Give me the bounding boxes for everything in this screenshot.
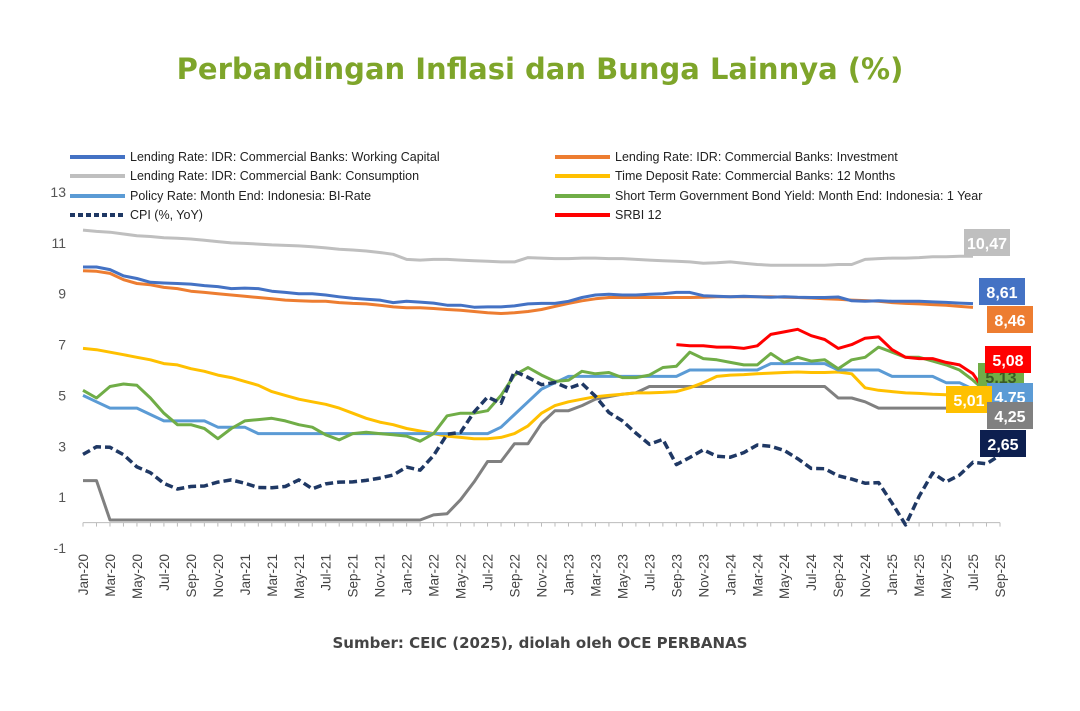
legend-item: Lending Rate: IDR: Commercial Banks: Inv… [555, 150, 898, 164]
x-tick-label: Jan-25 [885, 554, 900, 595]
legend-item: Policy Rate: Month End: Indonesia: BI-Ra… [70, 189, 371, 203]
end-value-label: 8,46 [987, 306, 1033, 333]
end-label-text: 5,08 [992, 353, 1023, 370]
x-tick-label: Mar-23 [588, 554, 603, 597]
end-label-text: 5,13 [985, 370, 1016, 387]
x-tick-label: May-21 [292, 554, 307, 599]
legend-item: Time Deposit Rate: Commercial Banks: 12 … [555, 169, 895, 183]
end-label-box [946, 386, 992, 413]
end-label-text: 4,25 [994, 409, 1025, 426]
y-tick-label: 7 [58, 337, 66, 353]
end-value-label: 8,61 [979, 278, 1025, 305]
x-tick-label: Jan-22 [400, 554, 415, 595]
x-tick-label: Nov-24 [858, 554, 873, 598]
end-value-label: 5,01 [946, 386, 992, 413]
y-tick-label: 13 [50, 184, 66, 200]
x-tick-label: Sep-23 [669, 554, 684, 598]
x-tick-label: May-20 [130, 554, 145, 599]
end-value-label: 5,08 [985, 346, 1031, 373]
legend-label: Lending Rate: IDR: Commercial Banks: Inv… [615, 150, 898, 164]
x-tick-label: Jul-25 [966, 554, 981, 591]
legend-label: Policy Rate: Month End: Indonesia: BI-Ra… [130, 189, 371, 203]
chart-source: Sumber: CEIC (2025), diolah oleh OCE PER… [332, 634, 748, 652]
legend-item: SRBI 12 [555, 208, 662, 222]
x-tick-label: Nov-23 [696, 554, 711, 598]
x-tick-label: Jan-23 [561, 554, 576, 595]
x-tick-label: Mar-22 [427, 554, 442, 597]
series-line [82, 369, 1001, 527]
end-label-box [964, 229, 1010, 256]
series-line [82, 228, 973, 267]
end-label-text: 5,01 [953, 393, 984, 410]
end-label-box [980, 430, 1026, 457]
series-line [83, 385, 960, 522]
x-tick-label: Nov-20 [211, 554, 226, 598]
x-tick-label: Mar-24 [750, 554, 765, 597]
x-tick-label: Jul-22 [481, 554, 496, 591]
series-line [82, 346, 960, 441]
x-tick-label: Mar-21 [265, 554, 280, 597]
x-tick-label: May-22 [454, 554, 469, 599]
chart-title: Perbandingan Inflasi dan Bunga Lainnya (… [176, 52, 904, 86]
end-value-label: 10,47 [964, 229, 1010, 256]
series-line [82, 269, 974, 315]
end-label-text: 8,46 [994, 313, 1025, 330]
legend-label: Lending Rate: IDR: Commercial Bank: Cons… [130, 169, 419, 183]
series-line [83, 265, 974, 309]
y-tick-label: 5 [58, 387, 66, 403]
end-label-text: 2,65 [987, 437, 1018, 454]
x-tick-label: Jan-20 [76, 554, 91, 595]
y-tick-label: -1 [54, 540, 67, 556]
legend-label: Short Term Government Bond Yield: Month … [615, 189, 982, 203]
legend-label: CPI (%, YoY) [130, 208, 203, 222]
series-line [82, 345, 988, 443]
x-tick-label: Jul-20 [157, 554, 172, 591]
y-tick-label: 1 [58, 489, 66, 505]
legend-item: CPI (%, YoY) [70, 208, 203, 222]
end-label-box [987, 306, 1033, 333]
end-label-box [979, 278, 1025, 305]
x-tick-label: Sep-21 [346, 554, 361, 598]
end-label-box [985, 346, 1031, 373]
x-tick-label: Mar-20 [103, 554, 118, 597]
legend-item: Short Term Government Bond Yield: Month … [555, 189, 982, 203]
y-tick-label: 11 [51, 235, 66, 251]
x-tick-label: Sep-25 [993, 554, 1008, 598]
y-tick-label: 3 [58, 438, 66, 454]
x-tick-label: Jan-21 [238, 554, 253, 595]
x-tick-label: May-25 [939, 554, 954, 599]
x-tick-label: May-24 [777, 554, 792, 600]
legend-label: Time Deposit Rate: Commercial Banks: 12 … [615, 169, 895, 183]
x-tick-label: Sep-22 [508, 554, 523, 598]
x-tick-label: May-23 [615, 554, 630, 599]
end-label-text: 8,61 [986, 285, 1017, 302]
series-line [676, 327, 988, 395]
legend-label: SRBI 12 [615, 208, 662, 222]
x-tick-label: Nov-22 [535, 554, 550, 598]
x-tick-label: Sep-24 [831, 554, 846, 598]
x-tick-label: Jan-24 [723, 554, 738, 596]
end-value-label: 4,25 [987, 402, 1033, 429]
legend-label: Lending Rate: IDR: Commercial Banks: Wor… [130, 150, 440, 164]
end-value-label: 2,65 [980, 430, 1026, 457]
x-tick-label: Nov-21 [373, 554, 388, 598]
end-label-box [987, 402, 1033, 429]
x-tick-label: Jul-21 [319, 554, 334, 591]
x-tick-label: Mar-25 [912, 554, 927, 597]
y-tick-label: 9 [58, 286, 66, 302]
end-label-text: 10,47 [967, 236, 1007, 253]
x-tick-label: Jul-24 [804, 554, 819, 591]
legend-item: Lending Rate: IDR: Commercial Bank: Cons… [70, 169, 419, 183]
x-tick-label: Jul-23 [642, 554, 657, 591]
x-tick-label: Sep-20 [184, 554, 199, 598]
legend-item: Lending Rate: IDR: Commercial Banks: Wor… [70, 150, 440, 164]
